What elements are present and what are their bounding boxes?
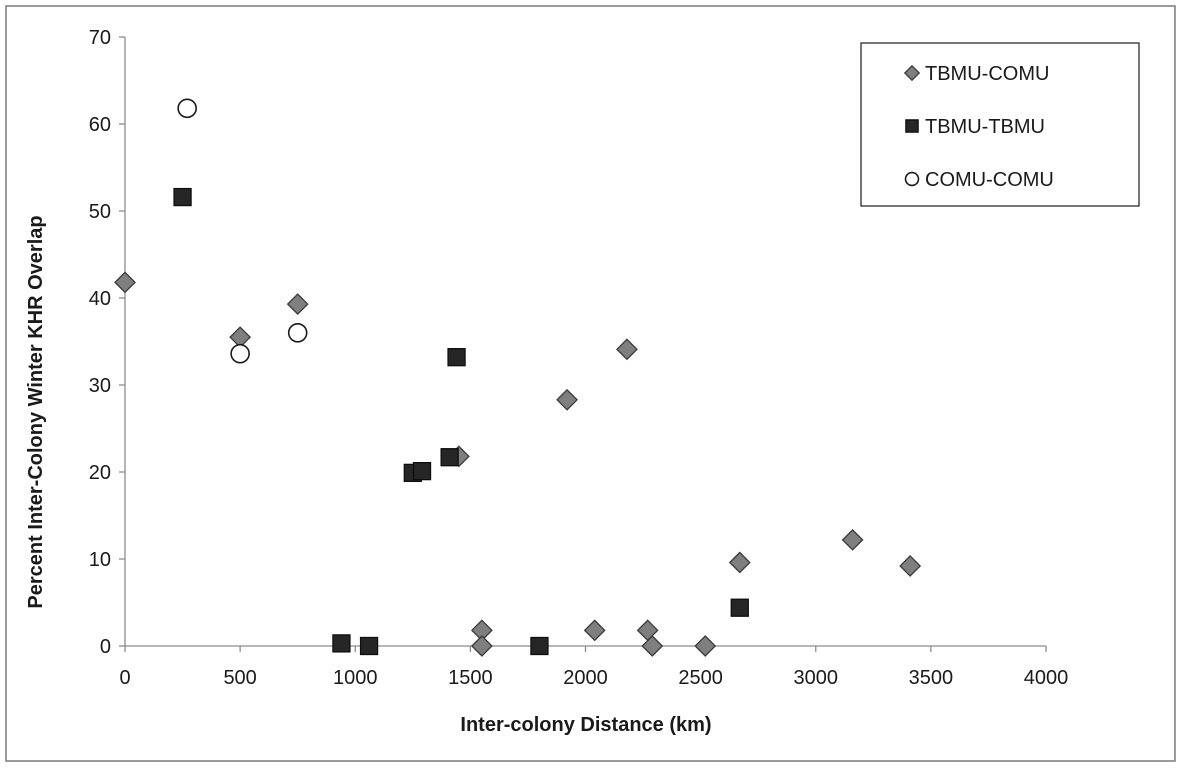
legend-label-tbmu-tbmu: TBMU-TBMU (925, 116, 1045, 138)
x-tick-label: 2500 (678, 667, 723, 689)
y-tick-label: 30 (89, 375, 111, 397)
legend: TBMU-COMU TBMU-TBMU COMU-COMU (860, 42, 1140, 207)
x-axis-title: Inter-colony Distance (km) (460, 714, 711, 736)
data-point-tbmu-comu (641, 635, 664, 657)
x-tick-label: 0 (119, 667, 130, 689)
data-point-tbmu-tbmu (332, 634, 351, 653)
data-point-tbmu-comu (616, 338, 638, 361)
data-point-tbmu-tbmu (730, 598, 749, 617)
x-tick-label: 4000 (1024, 667, 1069, 689)
legend-marker-tbmu-comu (903, 64, 921, 82)
data-point-tbmu-comu (114, 271, 136, 294)
series-tbmu-tbmu (173, 187, 749, 656)
y-tick-label: 60 (89, 114, 111, 136)
x-tick-label: 500 (223, 667, 256, 689)
data-point-tbmu-comu (470, 635, 493, 657)
y-tick-label: 20 (89, 462, 111, 484)
data-point-tbmu-comu (556, 388, 578, 411)
series-tbmu-comu (114, 271, 922, 657)
data-point-comu-comu (230, 343, 250, 364)
y-axis-title: Percent Inter-Colony Winter KHR Overlap (25, 215, 47, 608)
data-marks (114, 98, 922, 657)
data-point-tbmu-tbmu (359, 636, 379, 656)
axes: 0 10 20 30 40 50 60 70 0 500 1000 1500 2000 2500 3000 3… (89, 27, 1069, 689)
data-point-tbmu-comu (841, 528, 864, 551)
data-point-tbmu-comu (899, 555, 922, 577)
x-tick-label: 2000 (563, 667, 608, 689)
data-point-comu-comu (177, 98, 197, 119)
y-tick-label: 0 (100, 636, 111, 658)
y-tick-label: 50 (89, 201, 111, 223)
data-point-tbmu-tbmu (447, 348, 466, 367)
data-point-tbmu-comu (728, 551, 751, 574)
x-tick-label: 1500 (448, 667, 493, 689)
data-point-tbmu-tbmu (530, 636, 549, 656)
data-point-tbmu-tbmu (440, 448, 459, 467)
x-tick-label: 1000 (333, 667, 378, 689)
data-point-tbmu-comu (694, 635, 717, 657)
data-point-tbmu-tbmu (173, 187, 192, 207)
legend-marker-comu-comu (904, 171, 920, 187)
data-point-comu-comu (287, 322, 308, 343)
y-tick-label: 40 (89, 288, 111, 310)
series-comu-comu (177, 98, 308, 364)
x-tick-label: 3000 (794, 667, 839, 689)
y-tick-label: 70 (89, 27, 111, 49)
y-tick-label: 10 (89, 549, 111, 571)
legend-label-comu-comu: COMU-COMU (925, 169, 1054, 191)
data-point-tbmu-comu (583, 619, 606, 642)
legend-label-tbmu-comu: TBMU-COMU (925, 63, 1049, 85)
x-tick-label: 3500 (909, 667, 954, 689)
data-point-tbmu-tbmu (412, 461, 432, 481)
data-point-tbmu-comu (286, 293, 309, 316)
legend-marker-tbmu-tbmu (905, 119, 919, 133)
